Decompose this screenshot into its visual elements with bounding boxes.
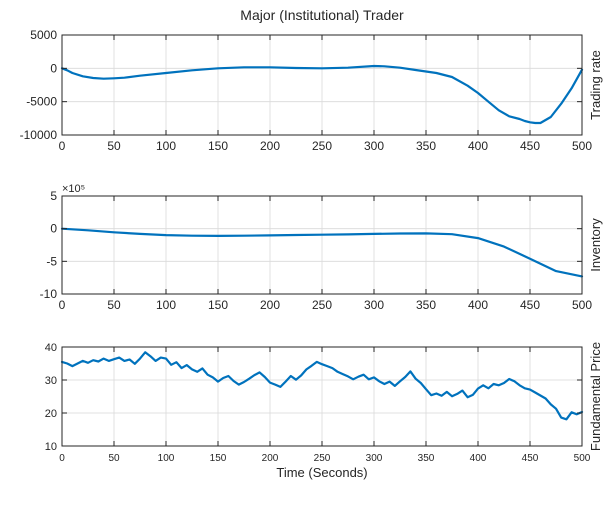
y-tick-label: 40 xyxy=(45,342,57,354)
x-axis-label: Time (Seconds) xyxy=(276,465,367,480)
y-tick-label: 10 xyxy=(45,441,57,453)
y-tick-label: 0 xyxy=(50,61,57,75)
y-exponent-label: ×10⁵ xyxy=(62,183,85,195)
x-tick-label: 500 xyxy=(574,453,591,464)
series-line xyxy=(60,64,584,125)
x-tick-label: 450 xyxy=(522,453,539,464)
x-tick-label: 0 xyxy=(59,453,65,464)
x-tick-label: 300 xyxy=(364,139,384,153)
x-tick-label: 450 xyxy=(520,139,540,153)
y-axis-label: Fundamental Price xyxy=(588,342,603,451)
series-line xyxy=(60,351,584,421)
x-tick-label: 300 xyxy=(366,453,383,464)
figure-title: Major (Institutional) Trader xyxy=(240,7,404,23)
x-tick-label: 400 xyxy=(468,298,488,312)
x-tick-label: 50 xyxy=(107,298,121,312)
x-tick-label: 350 xyxy=(416,139,436,153)
x-tick-label: 200 xyxy=(260,298,280,312)
x-tick-label: 400 xyxy=(468,139,488,153)
x-tick-label: 250 xyxy=(312,139,332,153)
x-tick-label: 500 xyxy=(572,139,592,153)
x-tick-label: 0 xyxy=(59,298,66,312)
chart-panel-2: 0 50 100 150 200 250 300 350 400 450 500 -10 -5 0 5 ×10… xyxy=(40,183,603,312)
x-tick-label: 150 xyxy=(208,139,228,153)
chart-panel-3: 0 50 100 150 200 250 300 350 400 450 500 10 20 30 40 Fu… xyxy=(45,342,603,480)
x-tick-label: 0 xyxy=(59,139,66,153)
x-tick-label: 50 xyxy=(108,453,120,464)
x-tick-label: 100 xyxy=(158,453,175,464)
x-tick-label: 100 xyxy=(156,298,176,312)
x-tick-label: 250 xyxy=(312,298,332,312)
x-tick-label: 100 xyxy=(156,139,176,153)
y-axis-label: Inventory xyxy=(588,218,603,272)
y-tick-label: 5 xyxy=(50,189,57,203)
x-tick-label: 50 xyxy=(107,139,121,153)
series-line xyxy=(60,227,584,278)
y-tick-label: -5 xyxy=(46,254,57,268)
y-axis-label: Trading rate xyxy=(588,50,603,120)
x-tick-label: 150 xyxy=(208,298,228,312)
y-tick-label: 20 xyxy=(45,408,57,420)
y-tick-label: 30 xyxy=(45,375,57,387)
x-tick-label: 400 xyxy=(470,453,487,464)
x-tick-label: 450 xyxy=(520,298,540,312)
y-tick-label: -5000 xyxy=(26,95,57,109)
x-tick-label: 200 xyxy=(262,453,279,464)
y-tick-label: -10 xyxy=(40,287,58,301)
x-tick-label: 200 xyxy=(260,139,280,153)
x-tick-label: 150 xyxy=(210,453,227,464)
x-tick-label: 300 xyxy=(364,298,384,312)
x-tick-label: 500 xyxy=(572,298,592,312)
x-tick-label: 250 xyxy=(314,453,331,464)
y-tick-label: 0 xyxy=(50,222,57,236)
x-tick-label: 350 xyxy=(416,298,436,312)
y-tick-label: -10000 xyxy=(20,128,58,142)
x-tick-label: 350 xyxy=(418,453,435,464)
chart-panel-1: 0 50 100 150 200 250 300 350 400 450 500 -10000 -500… xyxy=(20,28,603,153)
y-tick-label: 5000 xyxy=(30,28,57,42)
